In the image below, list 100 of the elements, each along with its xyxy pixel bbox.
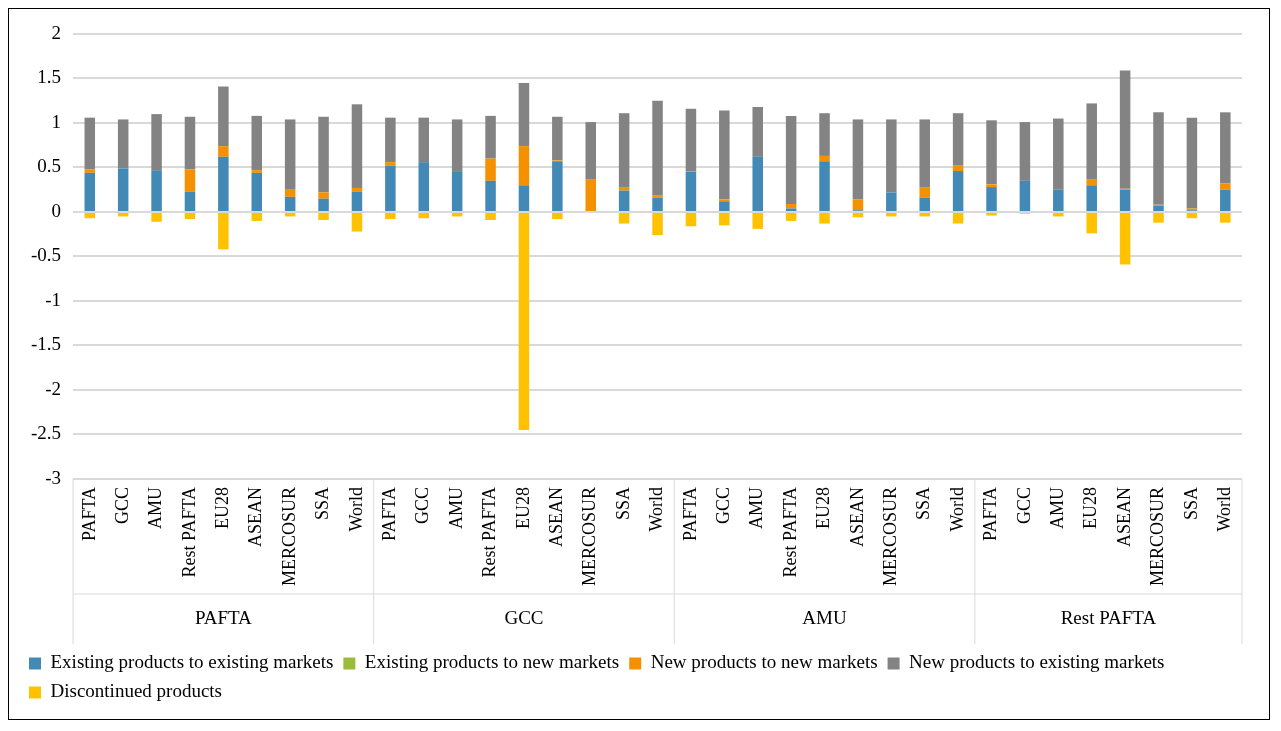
bar (652, 197, 663, 211)
x-tick-label: AMU (1047, 486, 1068, 529)
x-tick-label: SSA (612, 486, 633, 520)
x-tick-label: EU28 (212, 486, 233, 529)
bar (1019, 180, 1031, 211)
y-tick-label: 0 (51, 199, 62, 221)
bar (184, 212, 196, 220)
bar (318, 198, 329, 211)
bar (952, 171, 964, 211)
bar (1220, 183, 1231, 190)
bar (451, 119, 463, 172)
bar (1220, 112, 1231, 184)
bar (284, 119, 296, 190)
bar (218, 212, 229, 250)
bar (919, 197, 930, 211)
bar (184, 169, 196, 192)
bar (819, 212, 830, 224)
bar (1186, 117, 1198, 209)
bar (485, 212, 496, 220)
legend-label: Existing products to new markets (364, 651, 620, 673)
x-tick-label: MERCOSUR (278, 486, 299, 586)
bar (418, 117, 430, 163)
bar (585, 122, 596, 180)
x-tick-label: World (345, 486, 366, 532)
x-tick-label: EU28 (1080, 486, 1101, 529)
bar (1153, 212, 1164, 223)
bar (117, 119, 129, 169)
bar (1086, 179, 1097, 186)
x-tick-label: GCC (1013, 486, 1034, 524)
bar (351, 104, 363, 188)
y-tick-label: 0.5 (37, 155, 62, 177)
bar (752, 156, 763, 211)
bar (986, 120, 997, 185)
bar (385, 117, 396, 163)
bar (84, 172, 96, 211)
bar (585, 179, 596, 211)
bar (886, 119, 897, 193)
bar (1153, 205, 1164, 211)
x-tick-label: World (1214, 486, 1235, 532)
bar (1053, 212, 1064, 217)
bar (518, 82, 530, 147)
bar (1053, 189, 1064, 211)
legend-label: New products to new markets (650, 651, 878, 673)
bar (151, 212, 162, 222)
y-tick-label: -2 (45, 377, 62, 399)
x-tick-label: ASEAN (546, 486, 567, 547)
bar (251, 172, 263, 211)
bar (886, 192, 897, 211)
bar (952, 113, 964, 166)
x-tick-label: PAFTA (679, 486, 700, 541)
bar (385, 162, 396, 166)
x-tick-label: SSA (312, 486, 333, 520)
x-tick-label: MERCOSUR (579, 486, 600, 586)
bar (351, 191, 363, 211)
bar (552, 161, 563, 211)
bar (752, 106, 763, 157)
bar (218, 146, 229, 157)
bar (986, 187, 997, 211)
x-tick-label: GCC (713, 486, 734, 524)
bar (819, 161, 830, 211)
x-tick-label: GCC (111, 486, 132, 524)
bar (1119, 70, 1131, 189)
bar (1186, 212, 1198, 219)
bar (284, 196, 296, 211)
bar (919, 119, 930, 188)
y-tick-label: -1 (45, 288, 62, 310)
bar (318, 116, 329, 193)
bar (184, 191, 196, 211)
bar (652, 212, 663, 236)
bar (84, 169, 96, 173)
text: Rest PAFTA (1060, 606, 1157, 628)
x-tick-label: AMU (445, 486, 466, 529)
text: AMU (802, 606, 847, 628)
x-tick-label: PAFTA (78, 486, 99, 541)
bar (1119, 189, 1131, 211)
bar (1119, 212, 1131, 265)
bar (84, 212, 96, 219)
bar (819, 113, 830, 156)
y-tick-label: 1 (51, 110, 62, 132)
x-tick-label: SSA (913, 486, 934, 520)
bar (919, 187, 930, 198)
bar (1086, 212, 1097, 234)
x-tick-label: GCC (412, 486, 433, 524)
x-tick-label: SSA (1180, 486, 1201, 520)
bar (986, 212, 997, 216)
bar (251, 212, 263, 221)
x-tick-label: World (646, 486, 667, 532)
x-tick-label: AMU (746, 486, 767, 529)
bar (351, 187, 363, 192)
bar (1153, 112, 1164, 205)
bar (952, 212, 964, 224)
bar (284, 189, 296, 197)
y-tick-label: -0.5 (31, 244, 62, 266)
bar (852, 199, 864, 211)
bar (618, 187, 630, 191)
x-tick-label: Rest PAFTA (178, 486, 199, 578)
bar (986, 184, 997, 188)
bar (451, 171, 463, 211)
y-tick-label: -3 (45, 466, 62, 488)
bar (552, 116, 563, 161)
